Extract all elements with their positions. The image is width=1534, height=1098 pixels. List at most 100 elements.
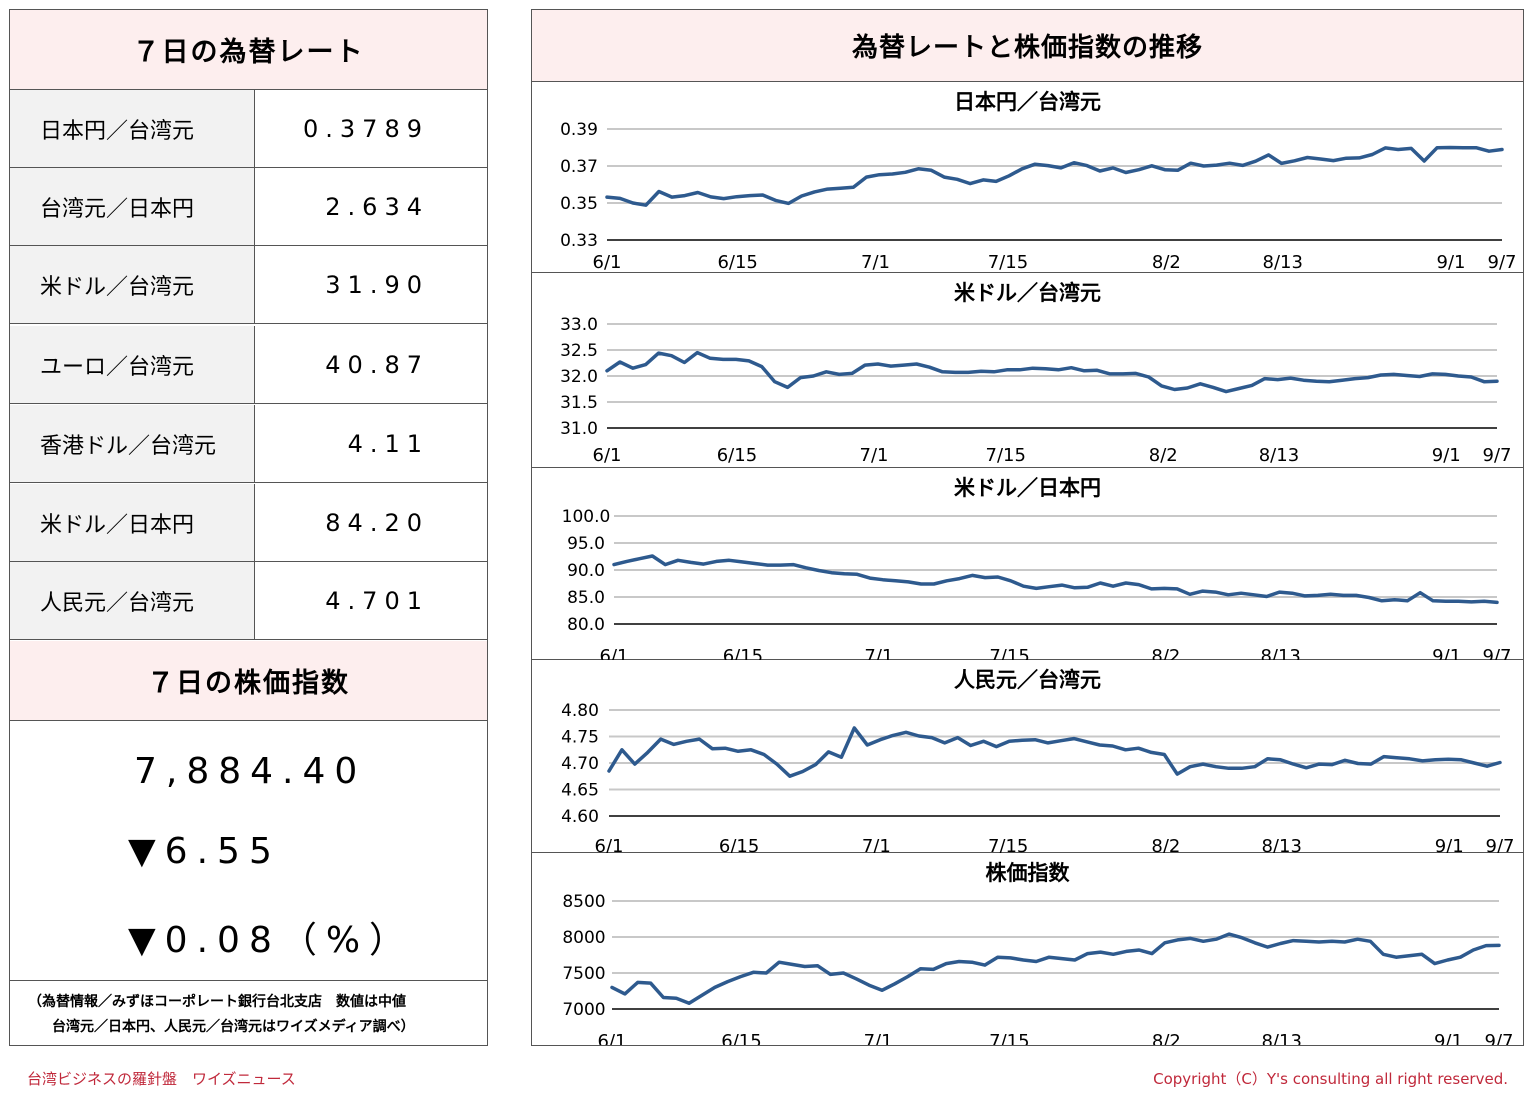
y-tick-label: 31.5 [560, 393, 598, 413]
rate-value: 4.11 [347, 429, 429, 458]
x-tick-label: 9/7 [1488, 252, 1517, 273]
rate-name: 日本円／台湾元 [10, 90, 255, 167]
y-tick-label: 32.0 [560, 367, 598, 387]
chart-title: 米ドル／台湾元 [954, 281, 1101, 305]
series-line [605, 145, 1504, 207]
series-line [605, 350, 1499, 394]
chart-stock: 8500 8000 7500 7000 6/1 6/15 7/1 7/15 8/2 8/13 9/1… [562, 892, 1514, 1045]
x-tick-label: 9/1 [1437, 252, 1466, 273]
rate-name: 香港ドル／台湾元 [10, 405, 255, 482]
x-tick-label: 9/7 [1483, 445, 1512, 466]
x-tick-label: 7/15 [988, 836, 1028, 853]
charts-panel: 為替レートと株価指数の推移 日本円／台湾元 0.39 0.37 0.35 0.33 6/… [531, 9, 1524, 1046]
rates-panel: ７日の為替レート 日本円／台湾元 0.3789 台湾元／日本円 2.634 米ド… [9, 9, 488, 1046]
chart-usd-jpy: 100.0 95.0 90.0 85.0 80.0 6/1 6/15 7/1 7/15 8/2 8/… [562, 507, 1512, 660]
stock-value: 7,884.40 [134, 751, 367, 792]
x-tick-label: 6/1 [600, 646, 629, 660]
y-tick-label: 8500 [562, 892, 605, 912]
x-tick-label: 8/13 [1261, 1031, 1301, 1045]
rate-value: 2.634 [325, 192, 429, 221]
x-tick-label: 6/1 [593, 445, 622, 466]
y-tick-label: 33.0 [560, 315, 598, 335]
x-tick-label: 7/15 [989, 1031, 1029, 1045]
y-tick-label: 0.37 [560, 157, 598, 177]
y-tick-label: 32.5 [560, 341, 598, 361]
x-tick-label: 8/2 [1152, 252, 1181, 273]
chart-panel-jpy-twd: 日本円／台湾元 0.39 0.37 0.35 0.33 6/1 6/15 7/1 7/15 8/… [532, 82, 1523, 273]
y-tick-label: 4.65 [561, 781, 599, 801]
x-tick-label: 8/13 [1261, 836, 1301, 853]
y-tick-label: 0.33 [560, 231, 598, 251]
rate-row-twd-jpy: 台湾元／日本円 2.634 [10, 168, 487, 246]
footer-site-name: 台湾ビジネスの羅針盤 ワイズニュース [27, 1070, 296, 1088]
chart-cny-twd: 4.80 4.75 4.70 4.65 4.60 6/1 6/15 7/1 7/15 8/2 8/1… [561, 701, 1515, 853]
stock-change: ▼6.55 [128, 831, 281, 872]
chart-panel-cny-twd: 人民元／台湾元 4.80 4.75 4.70 4.65 4.60 6/1 6/15 7/1 7/… [532, 660, 1523, 853]
rate-value: 4.701 [325, 586, 429, 615]
stock-title: ７日の株価指数 [10, 641, 487, 721]
chart-panel-usd-jpy: 米ドル／日本円 100.0 95.0 90.0 85.0 80.0 6/1 6/15 7/1 7… [532, 468, 1523, 660]
rate-name: 台湾元／日本円 [10, 168, 255, 245]
stock-change-pct: ▼0.08（%） [128, 920, 415, 961]
chart-title: 日本円／台湾元 [954, 90, 1101, 114]
x-tick-label: 9/7 [1483, 646, 1512, 660]
x-tick-label: 8/13 [1260, 646, 1300, 660]
y-tick-label: 4.75 [561, 728, 599, 748]
x-tick-label: 6/15 [721, 1031, 761, 1045]
rate-row-eur-twd: ユーロ／台湾元 40.87 [10, 326, 487, 404]
x-tick-label: 8/13 [1263, 252, 1303, 273]
x-tick-label: 6/1 [595, 836, 624, 853]
y-tick-label: 85.0 [567, 588, 605, 608]
source-note: （為替情報／みずほコーポレート銀行台北支店 数値は中値 台湾元／日本円、人民元／… [28, 990, 415, 1040]
y-tick-label: 7000 [562, 1000, 605, 1020]
x-tick-label: 8/2 [1152, 1031, 1181, 1045]
x-tick-label: 8/2 [1149, 445, 1178, 466]
rate-value: 40.87 [325, 350, 429, 379]
x-tick-label: 9/7 [1485, 1031, 1514, 1045]
x-tick-label: 7/15 [989, 646, 1029, 660]
y-tick-label: 95.0 [567, 534, 605, 554]
rate-value: 84.20 [325, 508, 429, 537]
chart-usd-twd: 33.0 32.5 32.0 31.5 31.0 6/1 6/15 7/1 7/15 8/2 8/1… [560, 315, 1512, 466]
chart-jpy-twd: 0.39 0.37 0.35 0.336/1 6/15 7/1 7/15 8/2 8/13 9/1… [560, 120, 1517, 273]
chart-panel-stock: 株価指数 8500 8000 7500 7000 6/1 6/15 7/1 7/15 8/2 8/… [532, 853, 1523, 1045]
rate-row-usd-twd: 米ドル／台湾元 31.90 [10, 246, 487, 324]
rate-name: 人民元／台湾元 [10, 562, 255, 639]
rate-value: 0.3789 [303, 114, 429, 143]
rate-row-jpy-twd: 日本円／台湾元 0.3789 [10, 90, 487, 168]
footer-copyright: Copyright（C）Y's consulting all right res… [1153, 1070, 1508, 1088]
x-tick-label: 9/1 [1435, 836, 1464, 853]
chart-panel-usd-twd: 米ドル／台湾元 33.0 32.5 32.0 31.5 31.0 6/1 6/15 7/1 7/… [532, 273, 1523, 468]
x-tick-label: 6/15 [717, 445, 757, 466]
x-tick-label: 6/1 [593, 252, 622, 273]
rates-title: ７日の為替レート [10, 10, 487, 90]
x-tick-label: 8/13 [1259, 445, 1299, 466]
y-tick-label: 0.39 [560, 120, 598, 140]
x-tick-label: 7/1 [861, 252, 890, 273]
x-tick-label: 7/15 [986, 445, 1026, 466]
rate-row-cny-twd: 人民元／台湾元 4.701 [10, 562, 487, 640]
x-tick-label: 7/1 [864, 1031, 893, 1045]
x-tick-label: 6/15 [719, 836, 759, 853]
x-tick-label: 9/1 [1432, 646, 1461, 660]
x-tick-label: 6/1 [598, 1031, 627, 1045]
x-tick-label: 8/2 [1151, 836, 1180, 853]
chart-title: 株価指数 [985, 861, 1070, 885]
series-line [607, 726, 1502, 778]
y-tick-label: 7500 [562, 964, 605, 984]
chart-title: 米ドル／日本円 [954, 476, 1101, 500]
source-note-line1: （為替情報／みずほコーポレート銀行台北支店 数値は中値 [28, 994, 406, 1010]
rate-name: ユーロ／台湾元 [10, 326, 255, 403]
rate-row-usd-jpy: 米ドル／日本円 84.20 [10, 484, 487, 562]
x-tick-label: 9/7 [1486, 836, 1515, 853]
source-note-line2: 台湾元／日本円、人民元／台湾元はワイズメディア調べ） [52, 1019, 415, 1035]
x-tick-label: 9/1 [1432, 445, 1461, 466]
x-tick-label: 6/15 [717, 252, 757, 273]
rate-name: 米ドル／台湾元 [10, 246, 255, 323]
y-tick-label: 4.60 [561, 807, 599, 827]
y-tick-label: 0.35 [560, 194, 598, 214]
x-tick-label: 6/15 [723, 646, 763, 660]
x-tick-label: 7/1 [862, 836, 891, 853]
y-tick-label: 4.80 [561, 701, 599, 721]
y-tick-label: 80.0 [567, 615, 605, 635]
